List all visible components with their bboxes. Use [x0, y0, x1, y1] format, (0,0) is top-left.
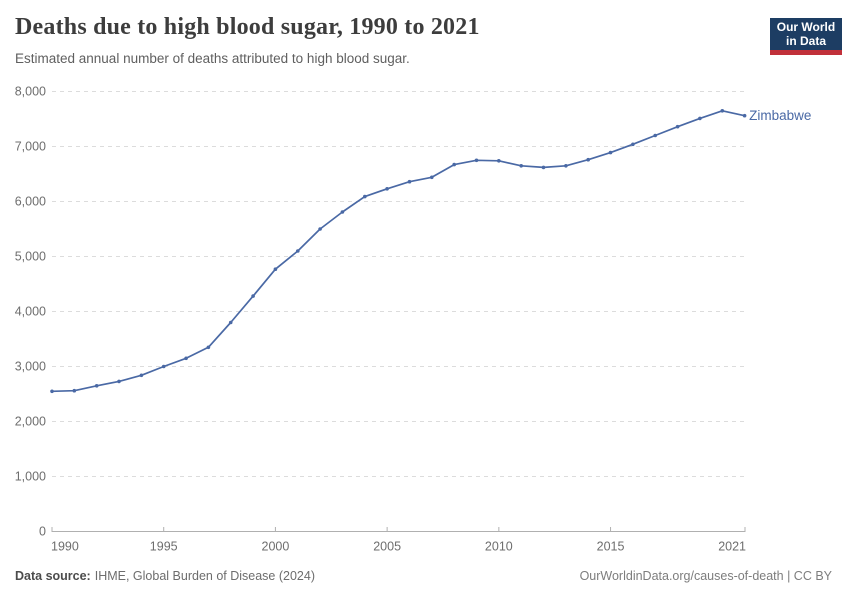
- data-point-marker: [161, 364, 166, 369]
- zimbabwe-line: [51, 109, 746, 393]
- data-point-marker: [117, 379, 121, 384]
- data-source: Data source: IHME, Global Burden of Disea…: [15, 569, 315, 583]
- data-point-marker: [586, 157, 590, 162]
- data-point-marker: [742, 113, 747, 118]
- data-point-marker: [698, 116, 702, 121]
- x-axis-tick-label: 1995: [150, 540, 178, 554]
- data-point-marker: [273, 267, 278, 272]
- data-source-text: IHME, Global Burden of Disease (2024): [94, 569, 315, 583]
- data-point-marker: [430, 175, 434, 180]
- data-point-marker: [564, 164, 568, 168]
- owid-logo: Our World in Data: [770, 18, 842, 55]
- chart-footer: Data source: IHME, Global Burden of Disea…: [15, 569, 832, 583]
- page-title: Deaths due to high blood sugar, 1990 to …: [15, 14, 480, 40]
- data-point-marker: [251, 294, 255, 298]
- y-axis-tick-label: 2,000: [15, 415, 46, 429]
- data-point-marker: [72, 388, 77, 393]
- data-point-marker: [94, 384, 99, 388]
- data-point-marker: [541, 165, 546, 170]
- data-point-marker: [206, 345, 211, 350]
- chart-subtitle: Estimated annual number of deaths attrib…: [15, 51, 410, 66]
- data-point-marker: [318, 227, 322, 231]
- x-axis-tick-label: 2021: [718, 540, 746, 554]
- y-axis-tick-label: 6,000: [15, 195, 46, 209]
- y-axis-tick-label: 0: [39, 525, 46, 539]
- series-label-zimbabwe: Zimbabwe: [749, 108, 811, 123]
- data-point-marker: [497, 159, 501, 163]
- y-axis-tick-label: 4,000: [15, 305, 46, 319]
- data-point-marker: [228, 320, 233, 325]
- data-point-marker: [720, 109, 725, 113]
- data-point-marker: [452, 162, 457, 167]
- data-point-marker: [340, 210, 345, 214]
- x-axis-tick-label: 1990: [51, 540, 79, 554]
- x-axis-tick-label: 2015: [597, 540, 625, 554]
- data-point-marker: [519, 164, 523, 168]
- data-point-marker: [184, 356, 188, 361]
- data-source-label: Data source:: [15, 569, 91, 583]
- x-axis-tick-label: 2010: [485, 540, 513, 554]
- data-point-marker: [296, 249, 300, 253]
- data-point-marker: [474, 158, 479, 163]
- y-axis-tick-label: 7,000: [15, 140, 46, 154]
- y-axis-tick-label: 3,000: [15, 360, 46, 374]
- y-axis-tick-label: 1,000: [15, 470, 46, 484]
- data-point-marker: [631, 142, 635, 147]
- data-point-marker: [675, 124, 680, 129]
- data-point-marker: [407, 179, 412, 184]
- x-axis-tick-label: 2005: [373, 540, 401, 554]
- owid-logo-line1: Our World: [776, 20, 836, 34]
- data-point-marker: [653, 133, 657, 138]
- data-point-marker: [363, 194, 367, 199]
- footer-link[interactable]: OurWorldinData.org/causes-of-death | CC …: [579, 569, 832, 583]
- y-axis-tick-label: 5,000: [15, 250, 46, 264]
- data-point-marker: [385, 187, 389, 191]
- data-point-marker: [608, 150, 613, 155]
- data-point-marker: [139, 373, 144, 378]
- y-axis-tick-label: 8,000: [15, 85, 46, 99]
- data-point-marker: [50, 389, 54, 394]
- x-axis-line: [51, 527, 746, 532]
- x-axis-tick-label: 2000: [262, 540, 290, 554]
- owid-logo-line2: in Data: [785, 34, 826, 48]
